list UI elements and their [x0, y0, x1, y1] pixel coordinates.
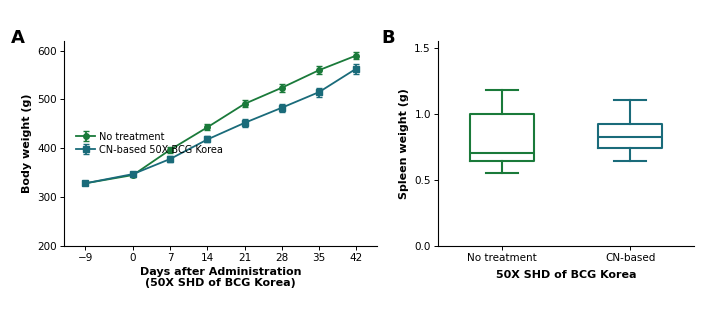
X-axis label: Days after Administration
(50X SHD of BCG Korea): Days after Administration (50X SHD of BC…	[140, 267, 301, 289]
Text: B: B	[382, 29, 395, 47]
X-axis label: 50X SHD of BCG Korea: 50X SHD of BCG Korea	[496, 270, 637, 280]
Y-axis label: Spleen weight (g): Spleen weight (g)	[399, 88, 409, 199]
Legend: No treatment, CN-based 50X BCG Korea: No treatment, CN-based 50X BCG Korea	[72, 128, 227, 158]
Text: A: A	[11, 29, 25, 47]
Y-axis label: Body weight (g): Body weight (g)	[22, 94, 32, 193]
